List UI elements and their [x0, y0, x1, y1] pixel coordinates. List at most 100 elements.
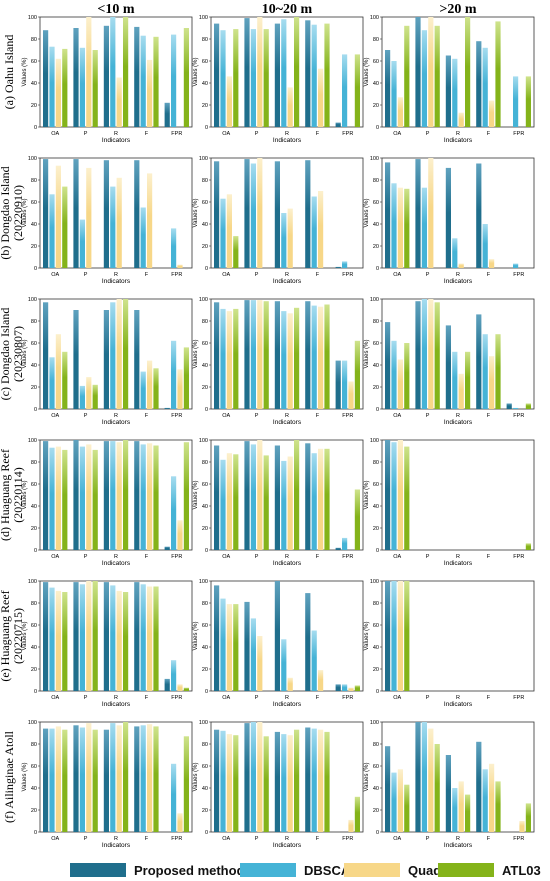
x-tick-label: OA: [222, 272, 230, 278]
y-tick-label: 20: [373, 244, 379, 250]
bar-proposed-method-r: [103, 582, 109, 691]
x-tick-label: OA: [222, 836, 230, 842]
y-tick-label: 80: [31, 178, 37, 184]
y-tick-label: 100: [199, 579, 208, 585]
bar-quadtree-oa: [397, 581, 403, 691]
plot-frame: [210, 721, 364, 833]
y-axis-label: Values (%): [364, 481, 370, 510]
y-tick-label: 60: [31, 623, 37, 629]
bar-proposed-method-fpr: [335, 266, 341, 268]
bar-atl03-oa: [62, 449, 68, 550]
x-tick-label: OA: [51, 131, 59, 137]
x-tick-label: F: [316, 131, 320, 137]
x-tick-label: FPR: [171, 695, 182, 701]
y-tick-label: 20: [31, 244, 37, 250]
x-tick-label: R: [285, 272, 289, 278]
bar-dbscan-oa: [49, 447, 55, 550]
x-tick-label: R: [456, 131, 460, 137]
x-tick-label: FPR: [513, 272, 524, 278]
y-tick-label: 20: [202, 667, 208, 673]
bar-atl03-oa: [233, 735, 239, 832]
plot-frame: [210, 16, 364, 128]
bar-dbscan-fpr: [342, 360, 348, 409]
plot-frame: [39, 298, 193, 410]
bar-proposed-method-r: [103, 160, 109, 268]
plot-frame: [381, 580, 535, 692]
bar-proposed-method-f: [305, 160, 311, 268]
bar-atl03-oa: [62, 186, 68, 268]
y-tick-label: 0: [376, 266, 379, 272]
bar-quadtree-oa: [226, 734, 232, 832]
bar-quadtree-fpr: [177, 813, 183, 832]
bar-quadtree-f: [147, 360, 153, 409]
bar-atl03-p: [92, 50, 98, 127]
bar-atl03-r: [123, 299, 129, 409]
bar-quadtree-r: [287, 735, 293, 832]
panel-1-0: 0 20 40 60 80 100 Values (%) Indicators OA P R F FPR: [22, 156, 193, 285]
bar-proposed-method-f: [476, 41, 482, 128]
bar-dbscan-r: [110, 723, 116, 832]
y-tick-label: 20: [31, 103, 37, 109]
bar-proposed-method-f: [134, 582, 140, 691]
bar-proposed-method-fpr: [506, 403, 512, 409]
bar-dbscan-oa: [391, 61, 397, 127]
bar-atl03-oa: [62, 48, 68, 127]
y-axis-label: Values (%): [364, 340, 370, 369]
x-axis-label: Indicators: [102, 137, 131, 144]
bar-quadtree-r: [116, 77, 122, 127]
bar-quadtree-oa: [55, 446, 61, 550]
bar-proposed-method-r: [274, 445, 280, 550]
row-label-0-0: (a) Oahu Island: [2, 35, 16, 110]
y-axis-label: Values (%): [22, 622, 28, 651]
y-tick-label: 80: [202, 319, 208, 325]
bar-atl03-f: [324, 23, 330, 128]
bar-quadtree-oa: [397, 97, 403, 127]
bar-dbscan-p: [421, 30, 427, 128]
bar-dbscan-f: [140, 371, 146, 409]
legend-item-atl03: ATL03: [438, 862, 541, 878]
bar-proposed-method-oa: [385, 581, 391, 691]
x-tick-label: OA: [222, 131, 230, 137]
bar-atl03-fpr: [354, 489, 360, 550]
bar-quadtree-f: [489, 259, 495, 268]
bar-dbscan-f: [140, 207, 146, 268]
y-tick-label: 60: [31, 482, 37, 488]
bar-dbscan-f: [311, 453, 317, 550]
row-label-2-0: (c) Dongdao Island: [0, 308, 12, 401]
bar-atl03-p: [92, 729, 98, 832]
x-tick-label: OA: [393, 131, 401, 137]
x-tick-label: FPR: [513, 836, 524, 842]
y-tick-label: 20: [31, 526, 37, 532]
bar-dbscan-oa: [49, 587, 55, 691]
y-tick-label: 100: [370, 720, 379, 726]
bar-proposed-method-r: [274, 731, 280, 832]
y-axis-label: Values (%): [193, 199, 199, 228]
y-tick-label: 60: [202, 59, 208, 65]
plot-frame: [210, 298, 364, 410]
bar-proposed-method-fpr: [164, 407, 170, 409]
y-axis-label: Values (%): [22, 481, 28, 510]
x-tick-label: R: [456, 272, 460, 278]
x-tick-label: F: [316, 836, 320, 842]
bar-atl03-f: [324, 304, 330, 409]
bar-dbscan-fpr: [342, 684, 348, 691]
x-axis-label: Indicators: [444, 560, 473, 567]
y-axis-label: Values (%): [364, 622, 370, 651]
y-tick-label: 20: [373, 808, 379, 814]
x-axis-label: Indicators: [444, 842, 473, 849]
bar-atl03-r: [465, 17, 471, 127]
y-tick-label: 80: [373, 601, 379, 607]
bar-atl03-fpr: [183, 442, 189, 550]
bar-dbscan-oa: [220, 308, 226, 409]
y-tick-label: 60: [202, 764, 208, 770]
y-tick-label: 80: [373, 460, 379, 466]
bar-quadtree-f: [489, 356, 495, 409]
y-tick-label: 0: [205, 407, 208, 413]
bar-proposed-method-p: [244, 300, 250, 409]
bar-quadtree-oa: [55, 58, 61, 127]
y-axis-label: Values (%): [193, 763, 199, 792]
bar-atl03-f: [324, 731, 330, 832]
x-axis-label: Indicators: [102, 278, 131, 285]
y-tick-label: 20: [202, 808, 208, 814]
bar-quadtree-p: [86, 444, 92, 550]
